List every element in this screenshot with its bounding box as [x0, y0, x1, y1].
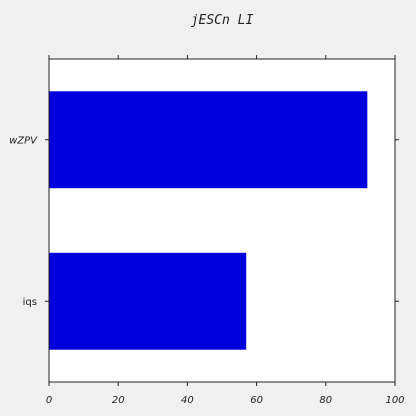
bar-iqs	[49, 252, 247, 350]
x-tick-label: 100	[385, 395, 404, 406]
y-tick-label: iqs	[23, 297, 37, 308]
x-tick-label: 0	[46, 395, 52, 406]
plot-frame	[48, 58, 396, 383]
bars-group	[49, 91, 368, 350]
x-tick-label: 60	[250, 395, 263, 406]
chart-title: jESCn LI	[191, 13, 254, 28]
x-tick-label: 80	[319, 395, 332, 406]
ticks-group: wZPV iqs 0 20 40 60 80 100	[9, 55, 405, 406]
bar-wZPV	[49, 91, 368, 189]
x-tick-label: 20	[112, 395, 125, 406]
x-tick-label: 40	[181, 395, 194, 406]
y-tick-label: wZPV	[9, 135, 38, 146]
